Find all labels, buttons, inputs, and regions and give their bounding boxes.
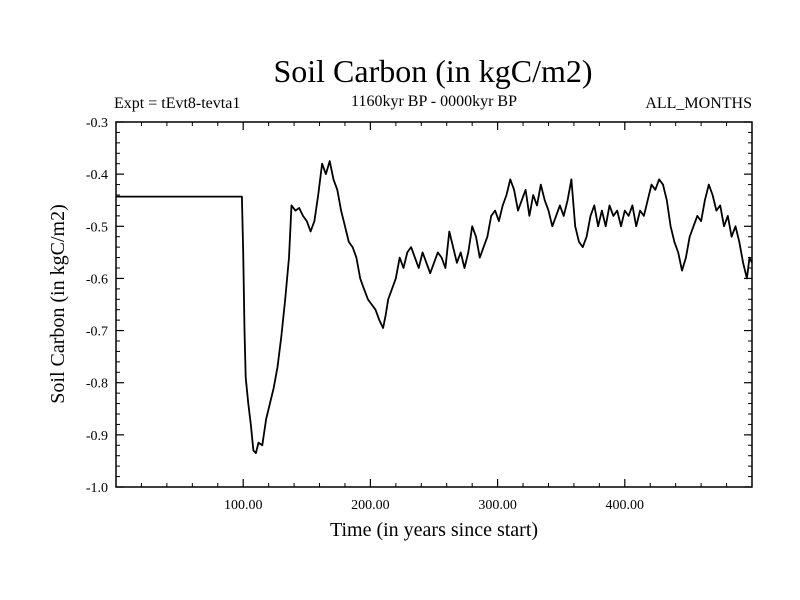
y-tick-label: -0.4 [86,168,108,183]
y-tick-label: -0.8 [86,377,108,392]
y-axis-ticks: -1.0 -0.9 -0.8 -0.7 -0.6 -0.5 -0.4 -0.3 [86,116,752,496]
experiment-subtitle: Expt = tEvt8-tevta1 [114,95,240,112]
x-tick-label: 200.00 [351,498,390,513]
y-tick-label: -0.5 [86,220,108,235]
x-axis-ticks: 100.00 200.00 300.00 400.00 [140,122,728,513]
x-axis-label: Time (in years since start) [330,519,538,541]
months-subtitle: ALL_MONTHS [645,95,752,112]
series-layer [116,160,753,455]
y-axis-label: Soil Carbon (in kgC/m2) [47,204,69,403]
y-tick-label: -0.3 [86,116,108,131]
plot-frame [115,121,753,488]
y-tick-label: -0.6 [86,272,108,287]
x-tick-label: 400.00 [606,498,645,513]
y-tick-label: -0.9 [86,429,108,444]
x-tick-label: 100.00 [224,498,263,513]
y-tick-label: -1.0 [86,481,108,496]
period-subtitle: 1160kyr BP - 0000kyr BP [351,93,517,110]
chart-title: Soil Carbon (in kgC/m2) [273,53,592,89]
x-tick-label: 300.00 [478,498,517,513]
soil-carbon-series-line [116,160,753,455]
y-tick-label: -0.7 [86,325,108,340]
